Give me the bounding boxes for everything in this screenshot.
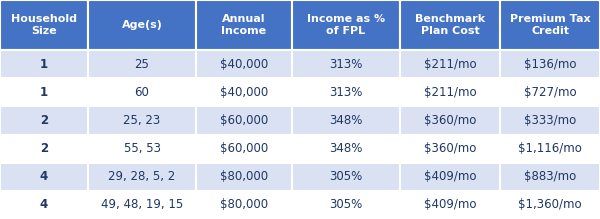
Text: $60,000: $60,000 <box>220 142 268 155</box>
Text: 49, 48, 19, 15: 49, 48, 19, 15 <box>101 198 183 211</box>
Text: 313%: 313% <box>329 86 362 99</box>
Text: $1,116/mo: $1,116/mo <box>518 142 582 155</box>
Bar <box>88 0 196 50</box>
Bar <box>400 0 500 50</box>
Text: 2: 2 <box>40 114 48 127</box>
Text: 305%: 305% <box>329 198 362 211</box>
Bar <box>500 50 600 78</box>
Bar <box>292 50 400 78</box>
Bar <box>196 135 292 163</box>
Text: $409/mo: $409/mo <box>424 198 476 211</box>
Bar <box>400 163 500 191</box>
Text: $40,000: $40,000 <box>220 86 268 99</box>
Text: 313%: 313% <box>329 58 362 71</box>
Bar <box>88 163 196 191</box>
Bar <box>0 163 88 191</box>
Text: $883/mo: $883/mo <box>524 170 576 183</box>
Bar <box>500 191 600 219</box>
Text: $80,000: $80,000 <box>220 170 268 183</box>
Bar <box>88 191 196 219</box>
Text: $80,000: $80,000 <box>220 198 268 211</box>
Bar <box>400 50 500 78</box>
Bar <box>196 191 292 219</box>
Text: Income as %
of FPL: Income as % of FPL <box>307 14 385 36</box>
Bar <box>196 106 292 135</box>
Text: $333/mo: $333/mo <box>524 114 576 127</box>
Text: 29, 28, 5, 2: 29, 28, 5, 2 <box>109 170 176 183</box>
Bar <box>0 50 88 78</box>
Text: Premium Tax
Credit: Premium Tax Credit <box>509 14 590 36</box>
Text: 4: 4 <box>40 170 48 183</box>
Bar <box>292 135 400 163</box>
Bar <box>400 78 500 106</box>
Text: $60,000: $60,000 <box>220 114 268 127</box>
Text: 60: 60 <box>134 86 149 99</box>
Text: Age(s): Age(s) <box>122 20 163 30</box>
Bar <box>292 78 400 106</box>
Bar <box>196 78 292 106</box>
Bar <box>196 0 292 50</box>
Bar <box>0 78 88 106</box>
Bar <box>88 78 196 106</box>
Text: 1: 1 <box>40 58 48 71</box>
Bar <box>0 135 88 163</box>
Bar <box>500 106 600 135</box>
Bar <box>196 50 292 78</box>
Text: Household
Size: Household Size <box>11 14 77 36</box>
Bar <box>0 191 88 219</box>
Text: 1: 1 <box>40 86 48 99</box>
Text: 305%: 305% <box>329 170 362 183</box>
Text: $360/mo: $360/mo <box>424 114 476 127</box>
Text: Benchmark
Plan Cost: Benchmark Plan Cost <box>415 14 485 36</box>
Text: $211/mo: $211/mo <box>424 58 476 71</box>
Bar <box>0 0 88 50</box>
Bar <box>88 106 196 135</box>
Text: 2: 2 <box>40 142 48 155</box>
Text: 55, 53: 55, 53 <box>124 142 161 155</box>
Bar <box>400 106 500 135</box>
Bar <box>400 191 500 219</box>
Text: $360/mo: $360/mo <box>424 142 476 155</box>
Bar <box>500 163 600 191</box>
Bar <box>500 0 600 50</box>
Text: $409/mo: $409/mo <box>424 170 476 183</box>
Bar <box>500 135 600 163</box>
Text: $136/mo: $136/mo <box>524 58 576 71</box>
Text: 25, 23: 25, 23 <box>124 114 161 127</box>
Bar <box>500 78 600 106</box>
Text: Annual
Income: Annual Income <box>221 14 266 36</box>
Bar <box>292 0 400 50</box>
Bar <box>292 106 400 135</box>
Bar <box>400 135 500 163</box>
Bar <box>292 191 400 219</box>
Bar <box>196 163 292 191</box>
Bar <box>88 50 196 78</box>
Bar <box>88 135 196 163</box>
Text: $211/mo: $211/mo <box>424 86 476 99</box>
Text: 4: 4 <box>40 198 48 211</box>
Bar <box>0 106 88 135</box>
Text: 348%: 348% <box>329 142 362 155</box>
Text: 25: 25 <box>134 58 149 71</box>
Text: $40,000: $40,000 <box>220 58 268 71</box>
Text: $727/mo: $727/mo <box>524 86 577 99</box>
Text: $1,360/mo: $1,360/mo <box>518 198 582 211</box>
Bar <box>292 163 400 191</box>
Text: 348%: 348% <box>329 114 362 127</box>
